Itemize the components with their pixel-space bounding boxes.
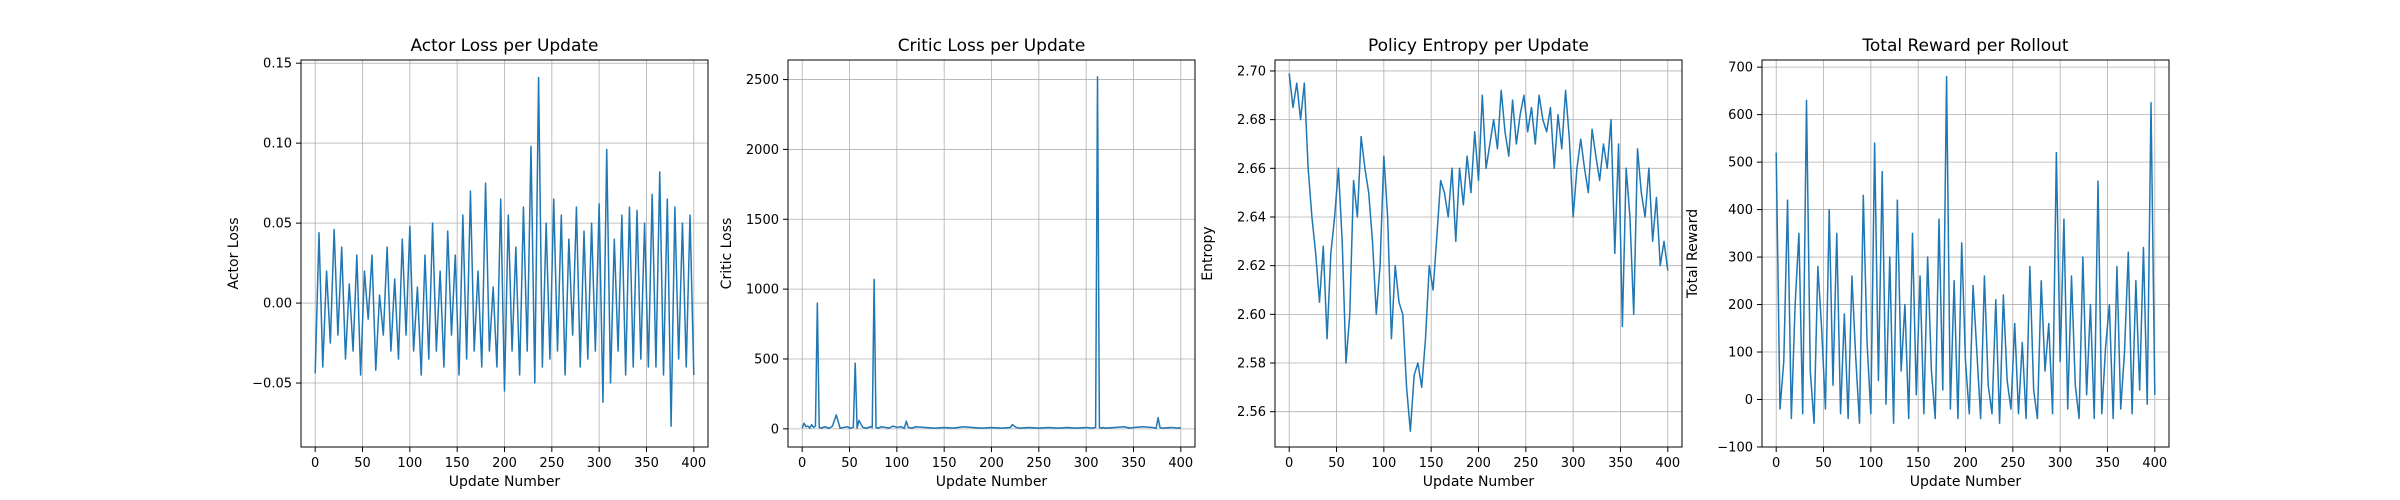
y-tick-label: 0.10 xyxy=(263,137,292,152)
y-tick-label: 2000 xyxy=(746,143,779,158)
y-tick-label: 500 xyxy=(754,352,779,367)
y-tick-label: 2500 xyxy=(746,73,779,88)
y-axis-label: Total Reward xyxy=(1685,209,1701,299)
x-axis-label: Update Number xyxy=(449,474,561,490)
chart-panel-4: 0 50 100 150 200 250 300 350 400 −100 0 100 200 300 40… xyxy=(1685,36,2170,490)
y-tick-label: 400 xyxy=(1728,203,1753,218)
y-tick-label: 0.15 xyxy=(263,57,292,72)
y-tick-label: 200 xyxy=(1728,298,1753,313)
chart-title: Actor Loss per Update xyxy=(410,36,598,56)
x-tick-label: 400 xyxy=(1655,456,1680,471)
chart-title: Policy Entropy per Update xyxy=(1368,36,1589,56)
x-tick-label: 150 xyxy=(1419,456,1444,471)
y-axis-label: Actor Loss xyxy=(226,218,242,290)
x-tick-label: 150 xyxy=(932,456,957,471)
x-tick-label: 0 xyxy=(1285,456,1293,471)
x-tick-label: 350 xyxy=(1121,456,1146,471)
x-axis-label: Update Number xyxy=(936,474,1048,490)
x-tick-label: 250 xyxy=(539,456,564,471)
x-tick-label: 200 xyxy=(1466,456,1491,471)
x-tick-label: 50 xyxy=(841,456,858,471)
y-tick-label: 1500 xyxy=(746,213,779,228)
x-tick-label: 0 xyxy=(311,456,319,471)
x-tick-label: 250 xyxy=(1513,456,1538,471)
y-tick-label: 2.56 xyxy=(1237,405,1266,420)
x-axis-label: Update Number xyxy=(1910,474,2022,490)
y-tick-label: 100 xyxy=(1728,346,1753,361)
y-tick-label: 2.68 xyxy=(1237,113,1266,128)
x-tick-label: 350 xyxy=(634,456,659,471)
x-tick-label: 100 xyxy=(1858,456,1883,471)
x-tick-label: 50 xyxy=(1328,456,1345,471)
y-tick-label: 2.66 xyxy=(1237,162,1266,177)
y-tick-label: 0.05 xyxy=(263,217,292,232)
x-tick-label: 50 xyxy=(1815,456,1832,471)
x-tick-label: 50 xyxy=(354,456,371,471)
series-line-1 xyxy=(314,76,695,427)
y-tick-label: 0 xyxy=(1745,393,1753,408)
x-tick-label: 350 xyxy=(2095,456,2120,471)
y-tick-label: 700 xyxy=(1728,61,1753,76)
x-tick-label: 250 xyxy=(1026,456,1051,471)
y-tick-label: 1000 xyxy=(746,283,779,298)
x-axis-label: Update Number xyxy=(1423,474,1535,490)
x-tick-label: 100 xyxy=(1371,456,1396,471)
chart-panel-1: 0 50 100 150 200 250 300 350 400 −0.05 0.00 0.05 0.1… xyxy=(226,36,709,490)
series-line-1 xyxy=(1288,73,1669,432)
x-tick-label: 300 xyxy=(587,456,612,471)
x-tick-label: 100 xyxy=(884,456,909,471)
chart-panel-3: 0 50 100 150 200 250 300 350 400 2.56 2.58 2.60 2.62… xyxy=(1200,36,1683,490)
x-tick-label: 350 xyxy=(1608,456,1633,471)
y-tick-label: 2.62 xyxy=(1237,259,1266,274)
y-axis-label: Entropy xyxy=(1200,226,1216,280)
y-tick-label: 300 xyxy=(1728,251,1753,266)
x-tick-label: 0 xyxy=(1772,456,1780,471)
x-tick-label: 400 xyxy=(1168,456,1193,471)
x-tick-label: 300 xyxy=(1074,456,1099,471)
x-tick-label: 150 xyxy=(1906,456,1931,471)
y-tick-label: 2.70 xyxy=(1237,64,1266,79)
series-line-1 xyxy=(1775,75,2156,425)
y-tick-label: 500 xyxy=(1728,156,1753,171)
series-line-1 xyxy=(801,76,1182,429)
x-tick-label: 200 xyxy=(979,456,1004,471)
x-tick-label: 150 xyxy=(445,456,470,471)
x-tick-label: 200 xyxy=(492,456,517,471)
y-tick-label: 0 xyxy=(771,422,779,437)
y-tick-label: 600 xyxy=(1728,108,1753,123)
x-tick-label: 400 xyxy=(681,456,706,471)
x-tick-label: 250 xyxy=(2000,456,2025,471)
chart-title: Total Reward per Rollout xyxy=(1861,36,2069,56)
x-tick-label: 0 xyxy=(798,456,806,471)
x-tick-label: 300 xyxy=(2048,456,2073,471)
y-tick-label: 0.00 xyxy=(263,297,292,312)
x-tick-label: 400 xyxy=(2142,456,2167,471)
x-tick-label: 200 xyxy=(1953,456,1978,471)
y-tick-label: −100 xyxy=(1717,441,1753,456)
x-tick-label: 300 xyxy=(1561,456,1586,471)
y-tick-label: −0.05 xyxy=(252,377,292,392)
y-tick-label: 2.58 xyxy=(1237,357,1266,372)
chart-panel-2: 0 50 100 150 200 250 300 350 400 0 500 1000 1500 2000… xyxy=(719,36,1196,490)
y-tick-label: 2.60 xyxy=(1237,308,1266,323)
y-axis-label: Critic Loss xyxy=(719,218,735,290)
y-tick-label: 2.64 xyxy=(1237,210,1266,225)
x-tick-label: 100 xyxy=(397,456,422,471)
chart-title: Critic Loss per Update xyxy=(898,36,1086,56)
